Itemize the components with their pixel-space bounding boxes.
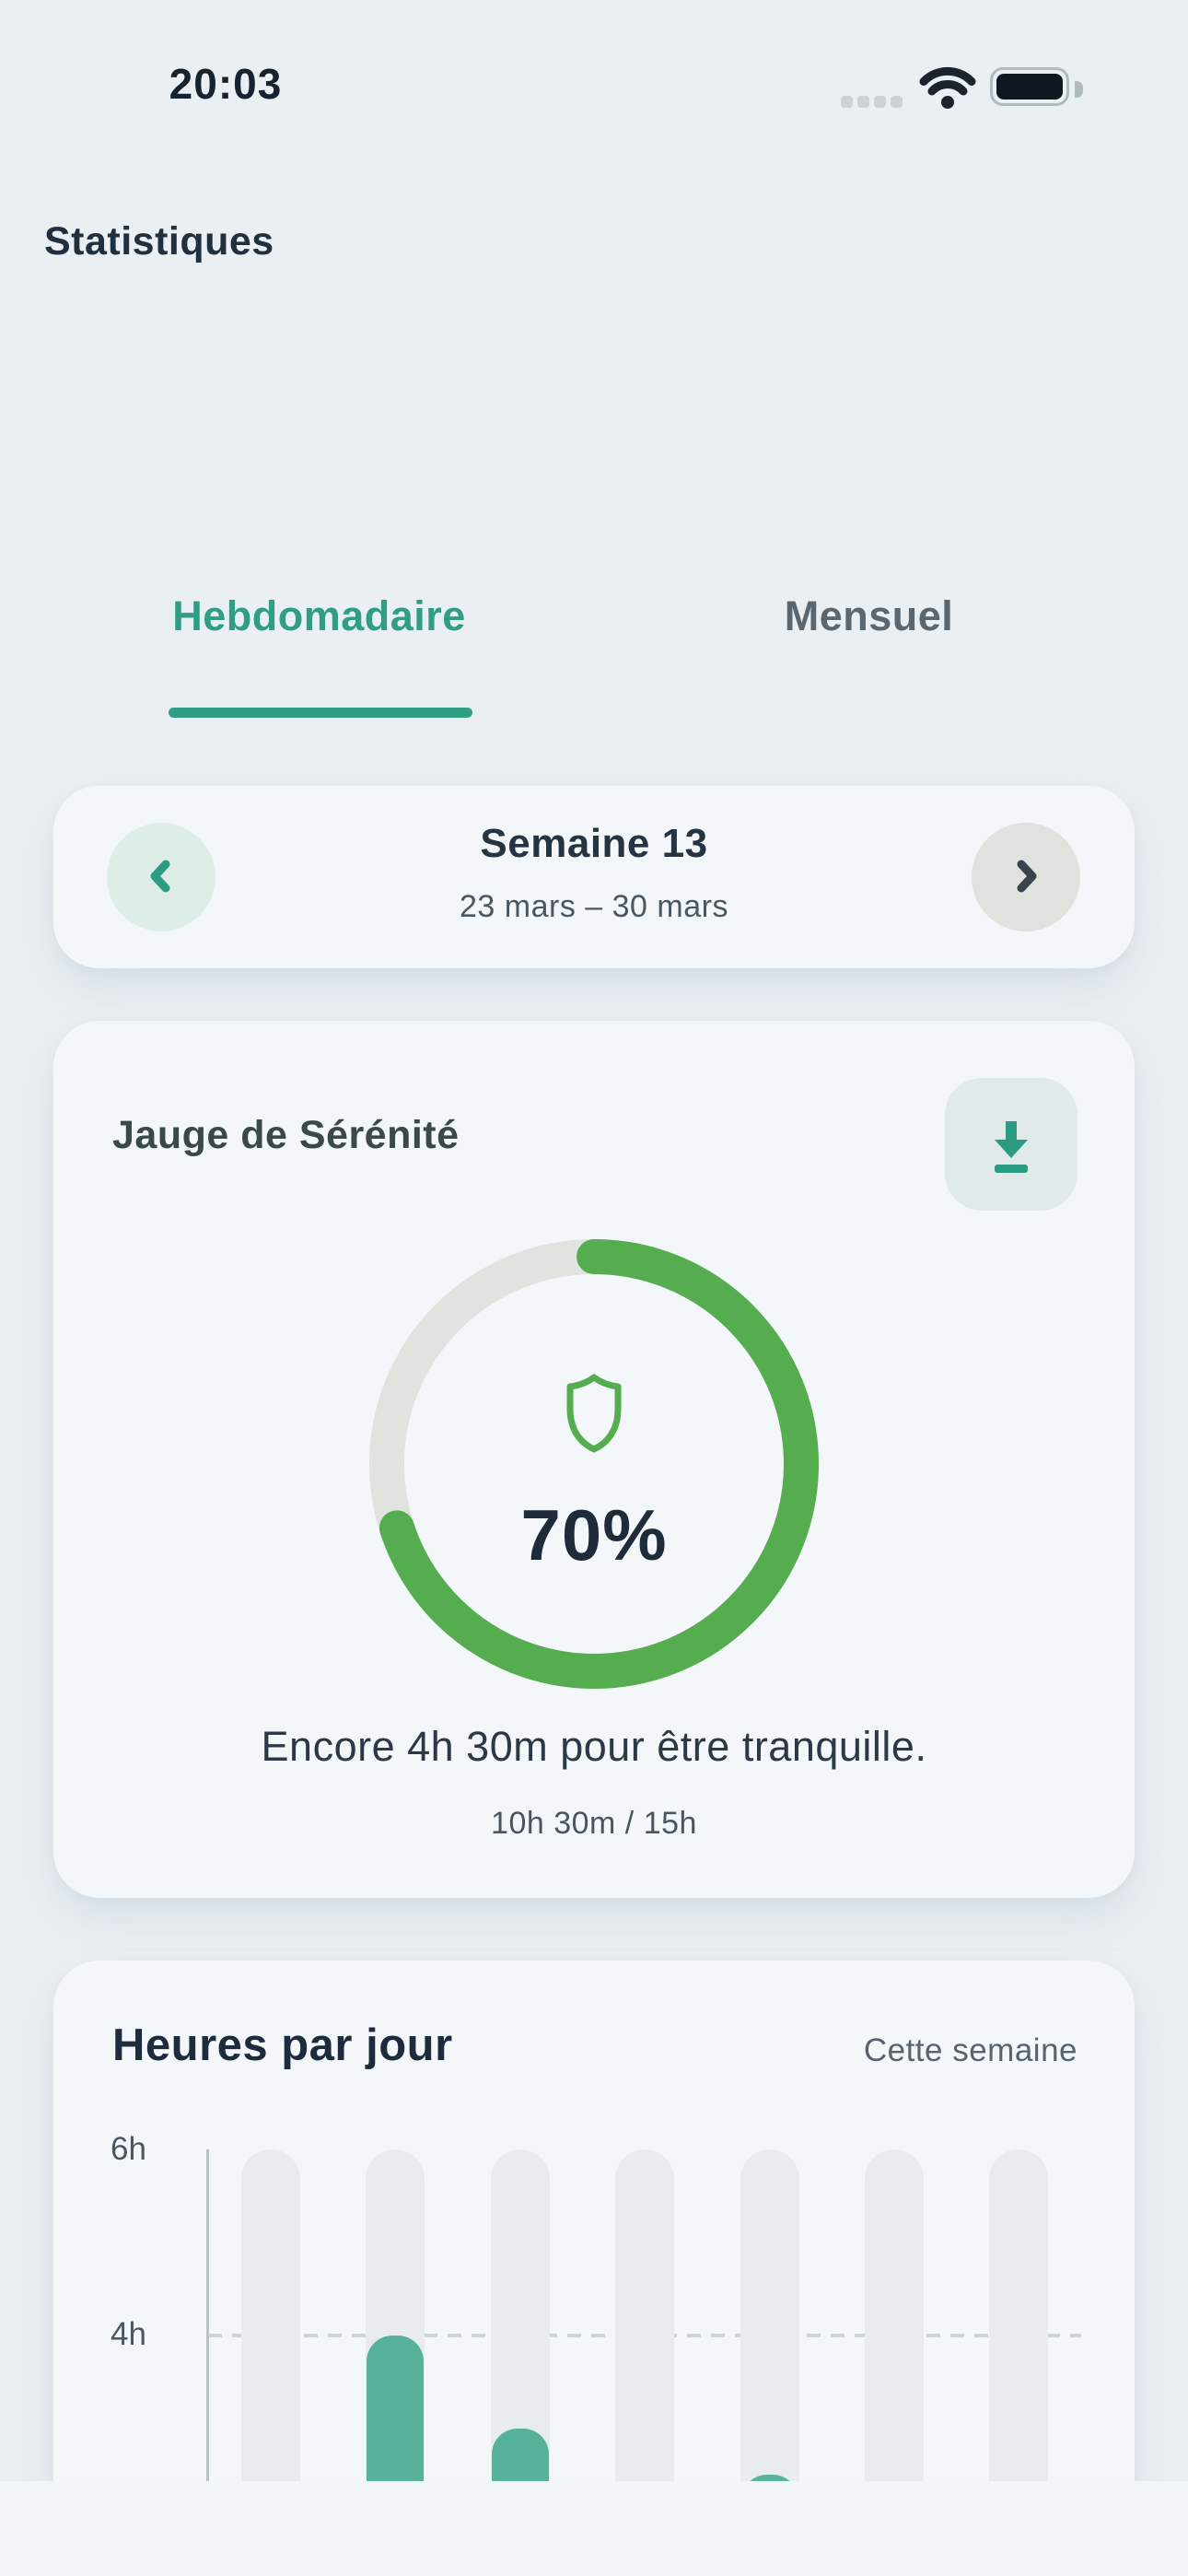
week-title: Semaine 13 (480, 821, 708, 866)
tab-weekly[interactable]: Hebdomadaire (172, 592, 466, 639)
chart-period-label: Cette semaine (863, 2032, 1077, 2068)
bottom-overlay (0, 2481, 1188, 2576)
chevron-left-icon (141, 856, 181, 899)
gauge-progress-arc (369, 1239, 819, 1689)
battery-icon (990, 67, 1083, 106)
wifi-icon (919, 64, 976, 113)
week-date-range: 23 mars – 30 mars (460, 889, 728, 924)
download-icon (982, 1114, 1041, 1176)
shield-icon (565, 1372, 623, 1458)
gauge-message: Encore 4h 30m pour être tranquille. (261, 1723, 927, 1770)
tab-monthly[interactable]: Mensuel (784, 592, 954, 639)
page-title: Statistiques (44, 219, 274, 263)
chart-title: Heures par jour (112, 2020, 453, 2070)
y-axis-tick: 6h (111, 2131, 146, 2167)
active-tab-indicator (169, 708, 472, 718)
previous-week-button[interactable] (107, 823, 215, 931)
y-axis-tick: 4h (111, 2316, 146, 2352)
gauge-progress-detail: 10h 30m / 15h (491, 1806, 697, 1841)
gauge-card-title: Jauge de Sérénité (112, 1113, 460, 1157)
week-selector-card: Semaine 13 23 mars – 30 mars (53, 786, 1135, 968)
serenity-gauge-ring (368, 1238, 820, 1690)
gauge-percent-value: 70% (520, 1494, 668, 1575)
serenity-gauge-card: Jauge de Sérénité 70% Encore 4h 30m pour… (53, 1021, 1135, 1898)
next-week-button[interactable] (972, 823, 1080, 931)
export-button[interactable] (945, 1078, 1077, 1211)
cellular-signal-icon (841, 96, 903, 108)
status-time: 20:03 (169, 60, 283, 108)
chevron-right-icon (1006, 856, 1046, 899)
y-axis-line (206, 2149, 209, 2576)
